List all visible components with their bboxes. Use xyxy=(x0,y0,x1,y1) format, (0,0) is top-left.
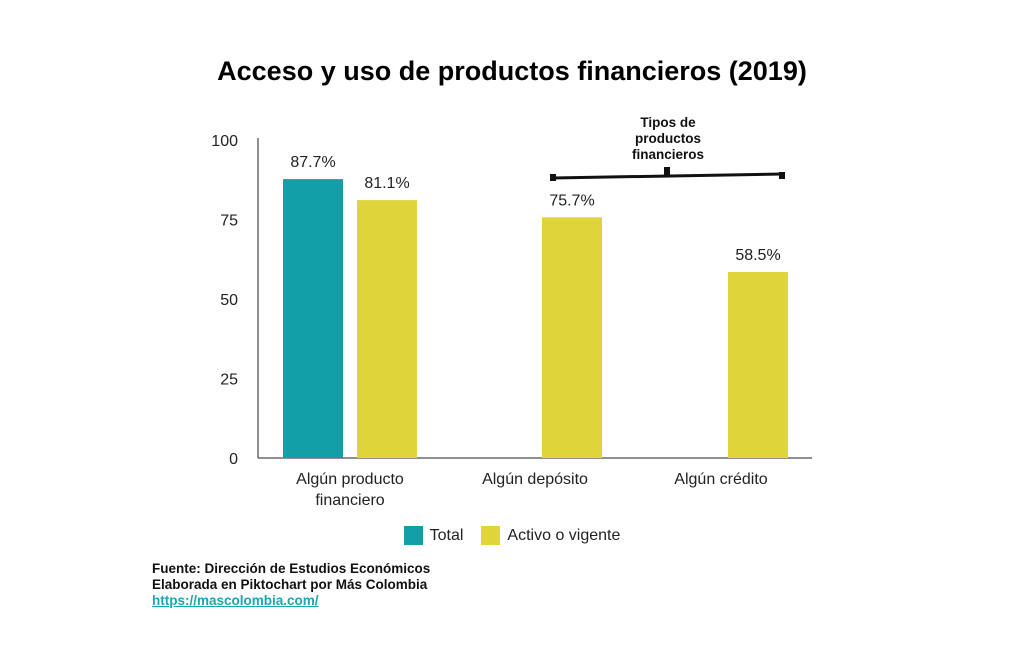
x-tick-label: financiero xyxy=(315,492,384,509)
credit-line: Elaborada en Piktochart por Más Colombia xyxy=(152,577,428,592)
x-tick-label: Algún depósito xyxy=(482,471,588,488)
bar xyxy=(542,217,602,458)
y-tick-label: 75 xyxy=(220,213,238,230)
annotation-text: productos xyxy=(635,131,701,146)
y-tick-label: 50 xyxy=(220,292,238,309)
x-tick-label: Algún producto xyxy=(296,471,404,488)
bar xyxy=(728,271,788,458)
annotation-text: Tipos de xyxy=(640,115,696,130)
chart-title: Acceso y uso de productos financieros (2… xyxy=(217,56,807,86)
bracket-center-tick xyxy=(664,167,670,175)
legend-swatch-total xyxy=(403,526,423,545)
bracket-left-end xyxy=(550,174,556,181)
source-note: Fuente: Dirección de Estudios Económicos… xyxy=(152,561,430,609)
y-tick-label: 25 xyxy=(220,372,238,389)
y-tick-label: 100 xyxy=(211,133,238,150)
source-line: Fuente: Dirección de Estudios Económicos xyxy=(152,561,431,576)
data-label: 81.1% xyxy=(364,175,409,192)
bracket-line xyxy=(552,172,783,180)
data-label: 87.7% xyxy=(290,154,335,171)
legend-item-activo: Activo o vigente xyxy=(481,526,620,545)
legend-item-total: Total xyxy=(403,526,464,545)
legend: Total Activo o vigente xyxy=(0,526,1024,545)
source-link[interactable]: https://mascolombia.com/ xyxy=(152,593,319,608)
annotation-text: financieros xyxy=(632,147,704,162)
bracket-right-end xyxy=(779,172,785,179)
y-tick-label: 0 xyxy=(229,451,238,468)
legend-swatch-activo xyxy=(481,526,501,545)
data-label: 75.7% xyxy=(549,192,594,209)
bar xyxy=(357,200,417,459)
data-label: 58.5% xyxy=(735,247,780,264)
legend-label-activo: Activo o vigente xyxy=(507,526,621,544)
x-tick-label: Algún crédito xyxy=(674,471,767,488)
legend-label-total: Total xyxy=(429,526,464,544)
bar xyxy=(283,179,343,458)
